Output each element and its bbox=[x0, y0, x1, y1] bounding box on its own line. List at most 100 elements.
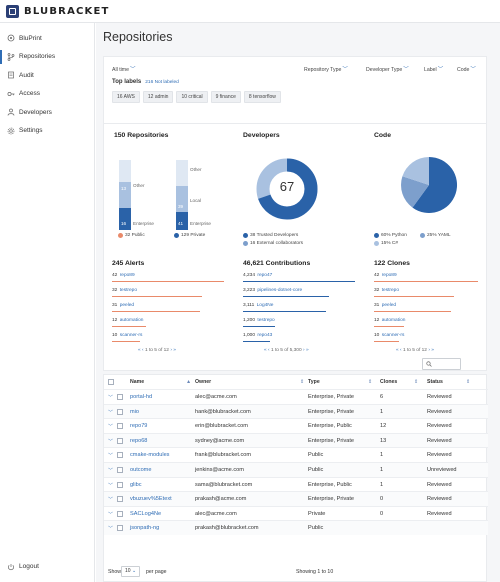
clone-item[interactable]: 42 repo89 bbox=[374, 273, 397, 278]
table-row[interactable]: ﹀ mio hank@blubracket.com Enterprise, Pr… bbox=[104, 403, 488, 419]
repo-name-link[interactable]: repo68 bbox=[130, 437, 148, 444]
clone-item[interactable]: 32 testrepo bbox=[374, 288, 399, 293]
clone-item[interactable]: 31 peeled bbox=[374, 303, 396, 308]
column-header-name[interactable]: Name bbox=[130, 375, 144, 389]
table-row[interactable]: ﹀ portal-hd alec@acme.com Enterprise, Pr… bbox=[104, 389, 488, 404]
sidebar-item-bluprint[interactable]: BluPrint bbox=[0, 29, 94, 48]
repo-name-link[interactable]: outcome bbox=[130, 467, 152, 473]
last-page-icon[interactable]: » bbox=[173, 348, 176, 353]
contribution-item[interactable]: 3,111 Log4Ne bbox=[243, 303, 273, 308]
table-row[interactable]: ﹀ cmake-modules frank@blubracket.com Pub… bbox=[104, 447, 488, 462]
table-search-input[interactable] bbox=[422, 358, 461, 370]
sidebar-item-audit[interactable]: Audit bbox=[0, 66, 94, 85]
repo-type-dropdown[interactable]: Repository Type﹀ bbox=[304, 65, 348, 73]
logout-button[interactable]: Logout bbox=[0, 558, 39, 577]
chevron-down-icon[interactable]: ﹀ bbox=[108, 526, 114, 533]
sort-icon[interactable]: ⇕ bbox=[300, 379, 305, 385]
contribution-item[interactable]: 4,234 repo47 bbox=[243, 273, 272, 278]
row-checkbox[interactable] bbox=[117, 496, 123, 503]
next-page-icon[interactable]: › bbox=[170, 348, 172, 353]
table-row[interactable]: ﹀ SACLog4Ne alec@acme.com Private 0 Revi… bbox=[104, 505, 488, 521]
repo-name-link[interactable]: jsonpath-ng bbox=[130, 525, 160, 532]
chevron-down-icon[interactable]: ﹀ bbox=[108, 424, 114, 431]
repo-name-link[interactable]: repo79 bbox=[130, 423, 148, 430]
per-page-select[interactable]: 10 ⌄ bbox=[121, 566, 141, 577]
external-legend: 16 External collaborators bbox=[243, 241, 303, 246]
prev-page-icon[interactable]: ‹ bbox=[142, 348, 144, 353]
alert-item[interactable]: 31 peeled bbox=[112, 303, 134, 308]
prev-page-icon[interactable]: ‹ bbox=[268, 348, 270, 353]
table-row[interactable]: ﹀ repo68 sydney@acme.com Enterprise, Pri… bbox=[104, 432, 488, 448]
repo-name-link[interactable]: portal-hd bbox=[130, 394, 153, 400]
repo-name-link[interactable]: cmake-modules bbox=[130, 452, 170, 459]
first-page-icon[interactable]: « bbox=[396, 348, 399, 353]
chevron-down-icon[interactable]: ﹀ bbox=[108, 511, 114, 518]
repo-name-link[interactable]: SACLog4Ne bbox=[130, 510, 162, 517]
label-chip[interactable]: 8 tensorflow bbox=[243, 91, 281, 103]
row-checkbox[interactable] bbox=[117, 394, 123, 400]
clone-item[interactable]: 10 scanner-rs bbox=[374, 333, 404, 338]
sort-icon[interactable]: ⇕ bbox=[368, 379, 373, 385]
clone-item[interactable]: 12 automation bbox=[374, 318, 405, 323]
repo-name-link[interactable]: vbuzuev%5Etext bbox=[130, 496, 172, 503]
first-page-icon[interactable]: « bbox=[264, 348, 267, 353]
column-header-status[interactable]: Status bbox=[427, 375, 443, 389]
repo-name-link[interactable]: mio bbox=[130, 408, 140, 415]
row-checkbox[interactable] bbox=[117, 525, 123, 532]
table-row[interactable]: ﹀ jsonpath-ng prakash@blubracket.com Pub… bbox=[104, 520, 488, 535]
sidebar-item-settings[interactable]: Settings bbox=[0, 122, 94, 141]
label-chip[interactable]: 9 finance bbox=[210, 91, 241, 103]
alert-item[interactable]: 32 testrepo bbox=[112, 288, 137, 293]
select-all-checkbox[interactable] bbox=[108, 379, 114, 385]
row-checkbox[interactable] bbox=[117, 510, 123, 517]
chevron-down-icon[interactable]: ﹀ bbox=[108, 395, 114, 401]
sidebar-item-repositories[interactable]: Repositories bbox=[0, 48, 94, 67]
alert-item[interactable]: 12 automation bbox=[112, 318, 143, 323]
chevron-down-icon[interactable]: ﹀ bbox=[108, 468, 114, 474]
chevron-down-icon[interactable]: ﹀ bbox=[108, 453, 114, 460]
contribution-item[interactable]: 1,200 testrepo bbox=[243, 318, 275, 323]
row-checkbox[interactable] bbox=[117, 437, 123, 444]
prev-page-icon[interactable]: ‹ bbox=[400, 348, 402, 353]
repo-name-link[interactable]: glibc bbox=[130, 481, 142, 488]
next-page-icon[interactable]: › bbox=[428, 348, 430, 353]
row-checkbox[interactable] bbox=[117, 481, 123, 488]
table-row[interactable]: ﹀ outcome jenkins@acme.com Public 1 Unre… bbox=[104, 462, 488, 477]
label-dropdown[interactable]: Label﹀ bbox=[424, 65, 443, 73]
alert-item[interactable]: 42 repo89 bbox=[112, 273, 135, 278]
row-checkbox[interactable] bbox=[117, 408, 123, 415]
row-checkbox[interactable] bbox=[117, 423, 123, 430]
label-chip[interactable]: 12 admin bbox=[142, 91, 174, 103]
chevron-down-icon[interactable]: ﹀ bbox=[108, 409, 114, 416]
row-checkbox[interactable] bbox=[117, 467, 123, 473]
next-page-icon[interactable]: › bbox=[302, 348, 305, 353]
table-row[interactable]: ﹀ glibc sama@blubracket.com Enterprise, … bbox=[104, 476, 488, 492]
column-header-type[interactable]: Type bbox=[308, 375, 320, 389]
developer-type-dropdown[interactable]: Developer Type﹀ bbox=[366, 65, 409, 73]
not-labeled-link[interactable]: 216 Not labeled bbox=[145, 80, 179, 85]
contribution-item[interactable]: 3,223 pipelines-dotnet-core bbox=[243, 288, 302, 293]
chevron-down-icon[interactable]: ﹀ bbox=[108, 497, 114, 504]
sidebar-item-label: Developers bbox=[19, 108, 52, 116]
chevron-down-icon[interactable]: ﹀ bbox=[108, 438, 114, 445]
row-checkbox[interactable] bbox=[117, 452, 123, 459]
last-page-icon[interactable]: » bbox=[305, 348, 309, 353]
time-filter-dropdown[interactable]: All time﹀ bbox=[112, 65, 136, 73]
column-header-clones[interactable]: Clones bbox=[380, 375, 397, 389]
label-chip[interactable]: 16 AWS bbox=[112, 91, 140, 103]
table-row[interactable]: ﹀ vbuzuev%5Etext prakash@acme.com Enterp… bbox=[104, 491, 488, 506]
first-page-icon[interactable]: « bbox=[138, 348, 141, 353]
label-chip[interactable]: 10 critical bbox=[176, 91, 208, 103]
alert-item[interactable]: 10 scanner-rs bbox=[112, 333, 142, 338]
table-row[interactable]: ﹀ repo79 erin@blubracket.com Enterprise,… bbox=[104, 418, 488, 433]
column-header-owner[interactable]: Owner bbox=[195, 375, 211, 389]
sidebar-item-access[interactable]: Access bbox=[0, 85, 94, 104]
contribution-item[interactable]: 1,000 repo43 bbox=[243, 333, 272, 338]
sort-icon[interactable]: ⇕ bbox=[466, 379, 471, 385]
last-page-icon[interactable]: » bbox=[431, 348, 434, 353]
chevron-down-icon[interactable]: ﹀ bbox=[108, 482, 114, 489]
sort-icon[interactable]: ⇕ bbox=[414, 379, 419, 385]
sidebar-item-developers[interactable]: Developers bbox=[0, 103, 94, 122]
code-dropdown[interactable]: Code﹀ bbox=[457, 65, 476, 73]
sort-asc-icon[interactable]: ▲ bbox=[186, 379, 192, 385]
